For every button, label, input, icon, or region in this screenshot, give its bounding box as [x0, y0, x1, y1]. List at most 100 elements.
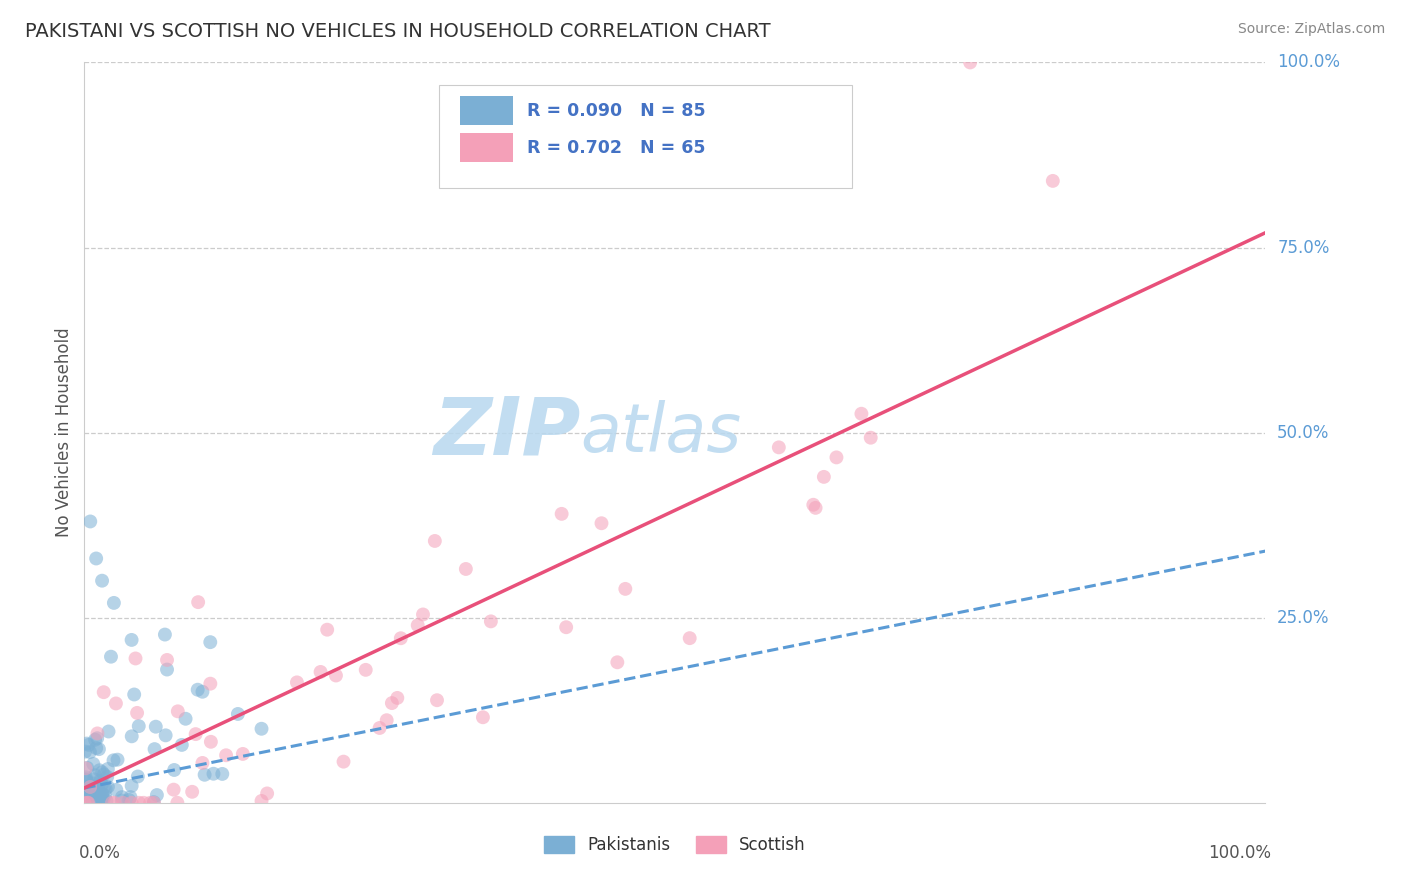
Point	[316, 623, 339, 637]
Point	[191, 756, 214, 770]
Point	[97, 724, 120, 739]
Point	[170, 738, 193, 752]
Point	[184, 727, 207, 741]
Point	[187, 595, 209, 609]
Point	[332, 755, 354, 769]
Point	[232, 747, 254, 761]
Point	[83, 772, 105, 787]
Point	[79, 789, 101, 804]
Point	[143, 742, 166, 756]
Point	[104, 697, 127, 711]
Point	[76, 792, 98, 806]
Text: 0.0%: 0.0%	[79, 844, 121, 862]
Point	[104, 796, 127, 810]
Point	[121, 779, 143, 793]
Point	[128, 719, 150, 733]
Point	[381, 696, 404, 710]
Point	[96, 794, 118, 808]
Point	[550, 507, 572, 521]
Point	[423, 533, 446, 548]
Point	[91, 793, 114, 807]
Point	[111, 790, 134, 805]
Point	[153, 627, 176, 641]
Point	[128, 796, 150, 810]
Point	[191, 685, 214, 699]
Point	[97, 762, 120, 776]
Point	[118, 793, 141, 807]
Point	[768, 441, 790, 455]
Point	[93, 685, 115, 699]
Point	[76, 761, 98, 775]
Point	[96, 770, 118, 784]
Point	[387, 690, 409, 705]
Point	[76, 774, 98, 789]
Point	[801, 498, 824, 512]
Point	[93, 780, 115, 795]
Point	[73, 796, 96, 810]
Text: Source: ZipAtlas.com: Source: ZipAtlas.com	[1237, 22, 1385, 37]
Point	[75, 772, 97, 787]
Point	[82, 780, 104, 794]
Point	[121, 729, 143, 743]
Point	[375, 713, 398, 727]
Point	[101, 796, 124, 810]
Point	[127, 706, 149, 720]
Text: ZIP: ZIP	[433, 393, 581, 472]
Point	[79, 788, 101, 802]
Point	[86, 726, 108, 740]
Point	[194, 768, 217, 782]
Point	[89, 789, 111, 804]
Point	[851, 407, 873, 421]
Point	[454, 562, 477, 576]
Y-axis label: No Vehicles in Household: No Vehicles in Household	[55, 327, 73, 538]
Point	[122, 688, 145, 702]
Point	[127, 769, 149, 783]
Point	[156, 663, 179, 677]
Point	[103, 596, 125, 610]
Point	[426, 693, 449, 707]
Point	[120, 790, 142, 805]
Point	[91, 765, 114, 780]
Point	[679, 631, 702, 645]
Point	[90, 777, 112, 791]
Point	[121, 632, 143, 647]
Point	[86, 780, 108, 795]
Point	[77, 796, 100, 810]
Point	[142, 795, 165, 809]
Point	[139, 796, 162, 810]
Point	[82, 795, 104, 809]
Legend: Pakistanis, Scottish: Pakistanis, Scottish	[537, 830, 813, 861]
Point	[309, 665, 332, 679]
Point	[82, 794, 104, 808]
Point	[215, 748, 238, 763]
Point	[211, 767, 233, 781]
Point	[202, 766, 225, 780]
Point	[256, 787, 278, 801]
Point	[76, 737, 98, 751]
Point	[84, 732, 107, 747]
Point	[614, 582, 637, 596]
Point	[181, 785, 204, 799]
Point	[82, 756, 104, 771]
Text: 75.0%: 75.0%	[1277, 238, 1330, 257]
Text: 100.0%: 100.0%	[1277, 54, 1340, 71]
Point	[813, 470, 835, 484]
Point	[187, 682, 209, 697]
Point	[200, 676, 222, 690]
Point	[166, 796, 188, 810]
Point	[155, 728, 177, 742]
Point	[121, 796, 143, 810]
Point	[143, 796, 166, 810]
Point	[200, 735, 222, 749]
Point	[73, 786, 96, 800]
Point	[156, 653, 179, 667]
Point	[174, 712, 197, 726]
Point	[76, 796, 98, 810]
Point	[859, 431, 882, 445]
Text: R = 0.702   N = 65: R = 0.702 N = 65	[527, 138, 706, 157]
Point	[325, 668, 347, 682]
Point	[73, 772, 96, 787]
Point	[804, 500, 827, 515]
Point	[111, 793, 134, 807]
Point	[146, 788, 169, 802]
